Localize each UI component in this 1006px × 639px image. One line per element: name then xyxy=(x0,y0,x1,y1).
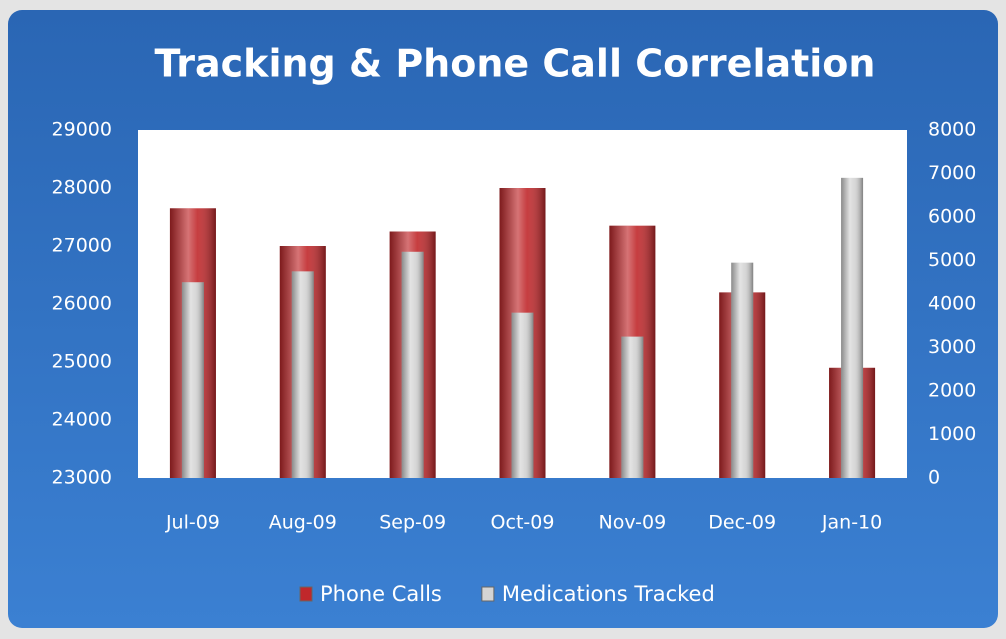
x-tick-label: Oct-09 xyxy=(491,512,555,534)
x-tick-label: Aug-09 xyxy=(269,512,337,534)
y2-tick-label: 0 xyxy=(928,467,940,489)
x-tick-label: Jan-10 xyxy=(821,512,882,534)
y2-tick-label: 1000 xyxy=(928,423,976,445)
y2-tick-label: 5000 xyxy=(928,249,976,271)
y2-tick-label: 7000 xyxy=(928,162,976,184)
legend-label: Phone Calls xyxy=(320,582,442,606)
bar xyxy=(511,312,534,478)
y-tick-label: 29000 xyxy=(52,119,112,141)
bar xyxy=(731,262,754,478)
x-tick-label: Nov-09 xyxy=(599,512,667,534)
bar xyxy=(181,282,204,478)
y2-tick-label: 3000 xyxy=(928,336,976,358)
y-tick-label: 26000 xyxy=(52,293,112,315)
y-tick-label: 28000 xyxy=(52,177,112,199)
x-tick-label: Jul-09 xyxy=(165,512,220,534)
x-tick-label: Sep-09 xyxy=(379,512,446,534)
y-tick-label: 24000 xyxy=(52,409,112,431)
legend-swatch xyxy=(299,586,313,602)
y2-tick-label: 6000 xyxy=(928,206,976,228)
legend-label: Medications Tracked xyxy=(502,582,715,606)
bar xyxy=(401,251,424,478)
bar xyxy=(621,336,644,478)
x-tick-label: Dec-09 xyxy=(708,512,776,534)
bar xyxy=(291,271,314,478)
bar xyxy=(841,177,864,478)
y2-tick-label: 4000 xyxy=(928,293,976,315)
y2-tick-label: 8000 xyxy=(928,119,976,141)
legend-swatch xyxy=(481,586,495,602)
y-tick-label: 27000 xyxy=(52,235,112,257)
y2-tick-label: 2000 xyxy=(928,380,976,402)
chart-title: Tracking & Phone Call Correlation xyxy=(155,42,876,86)
y-tick-label: 25000 xyxy=(52,351,112,373)
y-tick-label: 23000 xyxy=(52,467,112,489)
